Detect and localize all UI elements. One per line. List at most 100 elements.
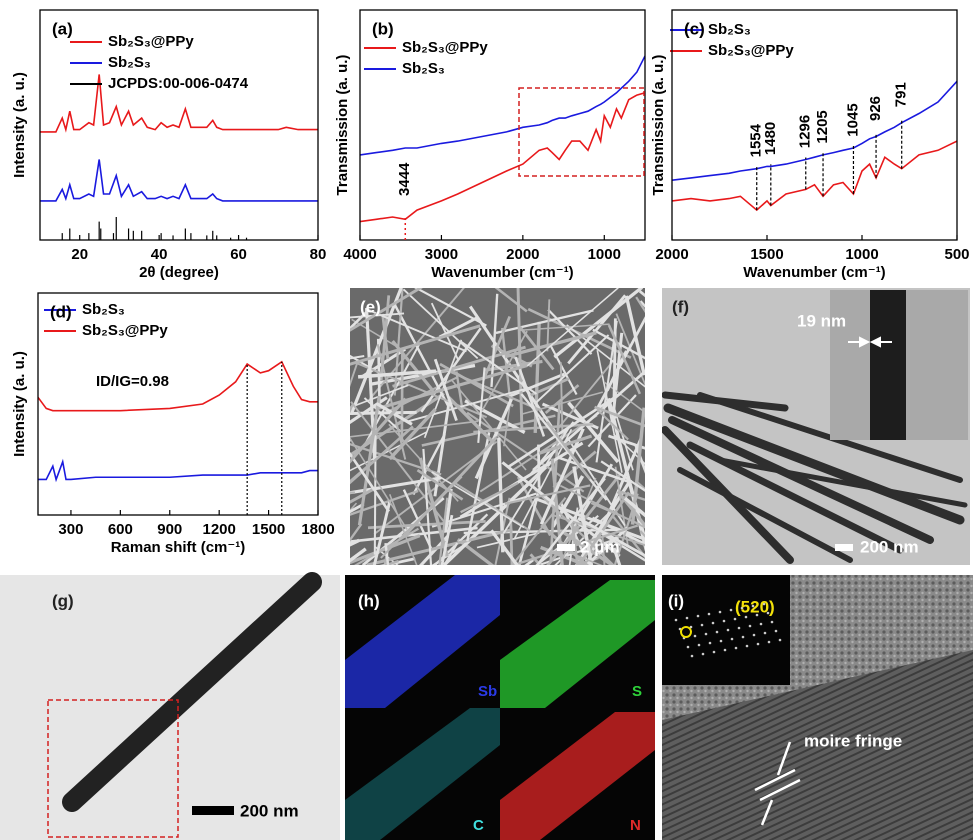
diffraction-spot: [764, 632, 767, 635]
scale-bar: [557, 544, 575, 551]
legend-label: JCPDS:00-006-0474: [108, 75, 249, 92]
legend-label: Sb₂S₃@PPy: [402, 39, 488, 56]
highlight-box: [519, 88, 644, 176]
annotation: ID/IG=0.98: [96, 373, 169, 390]
x-tick-label: 1500: [252, 521, 285, 538]
diffraction-spot: [713, 651, 716, 654]
diffraction-spot: [779, 639, 782, 642]
x-tick-label: 300: [58, 521, 83, 538]
needle: [222, 356, 364, 380]
diffraction-spot: [716, 631, 719, 634]
diffraction-spot: [738, 627, 741, 630]
x-tick-label: 3000: [425, 246, 458, 263]
diffraction-spot: [686, 617, 689, 620]
legend-label: Sb₂S₃: [708, 21, 751, 38]
inset-label: (520): [735, 597, 775, 616]
figure: 2 μm (e) 19 nm 200 nm (f) 200 nm (g): [0, 0, 973, 840]
spectrum-line: [38, 462, 318, 480]
diffraction-spot: [708, 613, 711, 616]
x-tick-label: 2000: [655, 246, 688, 263]
diffraction-spot: [768, 641, 771, 644]
x-axis-label: Wavenumber (cm⁻¹): [743, 264, 885, 281]
peak-label: 791: [893, 82, 910, 107]
x-tick-label: 1800: [301, 521, 334, 538]
y-axis-label: Intensity (a. u.): [11, 351, 28, 457]
diffraction-spot: [749, 625, 752, 628]
legend-label: Sb₂S₃@PPy: [108, 33, 194, 50]
diffraction-spot: [720, 640, 723, 643]
diffraction-spot: [735, 647, 738, 650]
eds-maps: [345, 575, 655, 840]
spectrum-line: [360, 93, 645, 222]
diffraction-spot: [727, 629, 730, 632]
legend-label: Sb₂S₃: [108, 54, 151, 71]
spectrum-line: [38, 362, 318, 411]
tem-rod-image: [0, 575, 340, 840]
needle: [336, 405, 352, 442]
x-tick-label: 4000: [343, 246, 376, 263]
inset-label: 19 nm: [797, 311, 846, 330]
legend-label: Sb₂S₃: [82, 301, 125, 318]
needle: [242, 292, 342, 412]
panel-label: (g): [52, 591, 74, 610]
hrtem-image: [662, 575, 973, 840]
legend-label: Sb₂S₃: [402, 60, 445, 77]
legend-label: Sb₂S₃@PPy: [82, 322, 168, 339]
scale-bar-label: 200 nm: [240, 801, 299, 820]
x-tick-label: 500: [944, 246, 969, 263]
diffraction-spot: [702, 653, 705, 656]
panel-label: (d): [50, 302, 72, 321]
map-label: C: [473, 817, 484, 834]
diffraction-spot: [698, 644, 701, 647]
x-tick-label: 900: [157, 521, 182, 538]
peak-label: 1045: [844, 103, 861, 136]
x-tick-label: 40: [151, 246, 168, 263]
needle: [653, 302, 660, 379]
plot-frame: [38, 293, 318, 515]
x-tick-label: 1000: [588, 246, 621, 263]
x-tick-label: 600: [108, 521, 133, 538]
x-axis-label: Raman shift (cm⁻¹): [111, 539, 246, 556]
y-axis-label: Intensity (a. u.): [11, 72, 28, 178]
diffraction-spot: [734, 618, 737, 621]
panel-label: (b): [372, 19, 394, 38]
diffraction-spot: [775, 630, 778, 633]
y-axis-label: Transmission (a. u.): [650, 55, 667, 196]
scale-bar-label: 2 μm: [580, 537, 620, 556]
x-tick-label: 1200: [202, 521, 235, 538]
diffraction-spot: [753, 634, 756, 637]
diffraction-spot: [730, 609, 733, 612]
needle: [275, 340, 345, 459]
needle: [511, 517, 513, 582]
diffraction-spot: [675, 619, 678, 622]
x-axis-label: Wavenumber (cm⁻¹): [431, 264, 573, 281]
diffraction-spot: [757, 643, 760, 646]
scale-bar: [835, 544, 853, 551]
peak-label: 3444: [396, 162, 413, 196]
peak-label: 1296: [797, 115, 814, 148]
diffraction-spot: [771, 621, 774, 624]
peak-label: 926: [867, 96, 884, 121]
x-axis-label: 2θ (degree): [139, 264, 219, 281]
diffraction-spot: [701, 624, 704, 627]
panel-label: (a): [52, 19, 73, 38]
legend-label: Sb₂S₃@PPy: [708, 42, 794, 59]
diffraction-spot: [724, 649, 727, 652]
diffraction-spot: [723, 620, 726, 623]
needle: [402, 350, 403, 442]
panel-label: (c): [684, 19, 705, 38]
panel-label: (i): [668, 591, 684, 610]
peak-label: 1205: [814, 110, 831, 143]
needle: [285, 344, 342, 448]
panel-label: (h): [358, 591, 380, 610]
x-tick-label: 20: [71, 246, 88, 263]
scale-bar-label: 200 nm: [860, 537, 919, 556]
diffraction-spot: [687, 646, 690, 649]
y-axis-label: Transmission (a. u.): [334, 55, 351, 196]
annotation: moire fringe: [804, 731, 902, 750]
diffraction-spot: [691, 655, 694, 658]
x-tick-label: 1000: [845, 246, 878, 263]
map-label: N: [630, 817, 641, 834]
peak-label: 1480: [762, 122, 779, 155]
x-tick-label: 80: [310, 246, 327, 263]
